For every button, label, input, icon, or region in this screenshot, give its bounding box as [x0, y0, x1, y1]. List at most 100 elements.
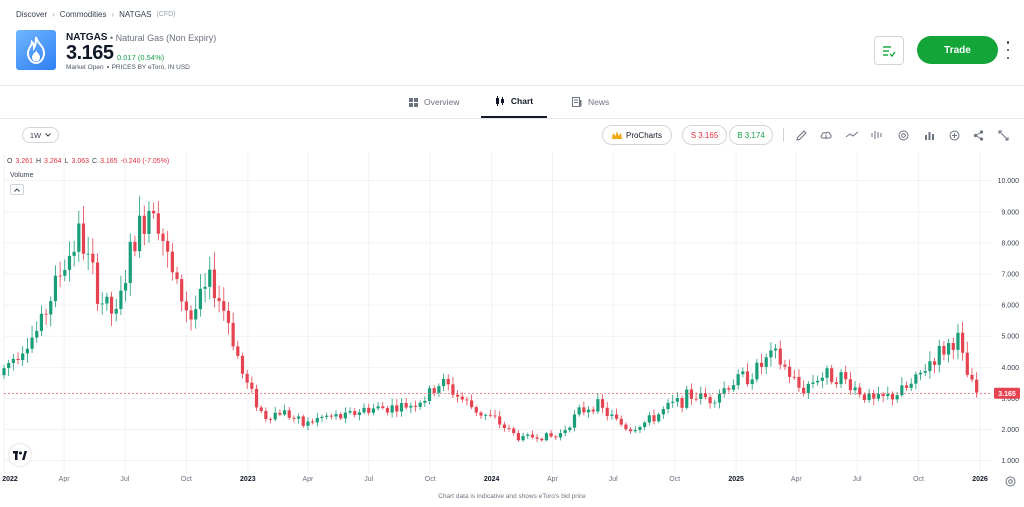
waveform-icon[interactable]	[871, 129, 883, 141]
candle-down	[133, 241, 137, 252]
tab-overview[interactable]: Overview	[409, 86, 459, 118]
news-icon	[572, 97, 582, 107]
trend-line-icon[interactable]	[846, 129, 858, 141]
candle-up	[138, 215, 142, 252]
candle-up	[390, 405, 394, 413]
candle-up	[699, 393, 703, 400]
candle-up	[203, 286, 207, 289]
candle-down	[802, 387, 806, 394]
breadcrumb: Discover › Commodities › NATGAS (CFD)	[16, 10, 176, 19]
candle-down	[479, 412, 483, 416]
gear-circle-icon[interactable]	[897, 129, 909, 141]
candle-down	[975, 379, 979, 393]
candle-down	[222, 301, 226, 311]
candle-down	[512, 428, 516, 434]
candle-down	[329, 415, 333, 417]
chart-settings-icon[interactable]	[1005, 474, 1016, 492]
tab-news[interactable]: News	[572, 86, 609, 118]
candle-down	[180, 279, 184, 302]
candle-up	[437, 386, 441, 393]
candle-down	[862, 394, 867, 401]
cloud-icon[interactable]	[820, 129, 832, 141]
candle-up	[334, 414, 338, 417]
price-chart[interactable]: 1.000 2.000 3.000 4.000 5.000 6.000 7.000 8.000…	[0, 152, 1024, 492]
candle-down	[455, 394, 460, 397]
share-icon[interactable]	[972, 129, 984, 141]
candle-up	[638, 427, 642, 431]
candle-up	[895, 395, 899, 400]
tradingview-logo[interactable]	[9, 444, 31, 466]
candle-up	[147, 210, 151, 234]
candle-down	[161, 233, 165, 242]
candle-down	[142, 215, 146, 234]
candle-up	[362, 407, 366, 413]
chevron-down-icon	[45, 133, 51, 137]
candle-up	[914, 374, 918, 384]
bar-chart-icon[interactable]	[923, 129, 935, 141]
interval-dropdown[interactable]: 1W	[22, 127, 59, 143]
buy-button[interactable]: B 3.174	[729, 125, 773, 145]
collapse-volume-button[interactable]	[10, 184, 24, 195]
candle-up	[544, 433, 549, 441]
candle-up	[348, 411, 352, 413]
plus-circle-icon[interactable]	[948, 129, 960, 141]
ohlc-open-label: O	[7, 158, 13, 165]
x-tick-label: Apr	[59, 476, 71, 483]
candle-up	[816, 380, 820, 383]
ohlc-close-label: C	[92, 158, 98, 165]
candle-down	[745, 371, 750, 385]
candle-up	[685, 389, 689, 408]
ohlc-change: -0.240 (-7.05%)	[120, 158, 170, 165]
candle-down	[432, 388, 436, 393]
candle-up	[315, 417, 319, 423]
candle-up	[320, 416, 324, 418]
candle-up	[937, 345, 941, 365]
candle-up	[399, 403, 404, 412]
candle-down	[254, 388, 259, 408]
more-options-icon[interactable]	[1003, 41, 1013, 59]
breadcrumb-discover[interactable]: Discover	[16, 10, 48, 19]
candle-down	[212, 269, 217, 299]
candle-down	[493, 415, 497, 417]
candle-down	[287, 410, 291, 418]
candle-up	[423, 400, 427, 403]
prochart-button[interactable]: ProCharts	[602, 125, 672, 145]
ohlc-high-label: H	[35, 158, 42, 165]
breadcrumb-commodities[interactable]: Commodities	[59, 10, 107, 19]
pencil-icon[interactable]	[795, 129, 807, 141]
candle-up	[853, 387, 857, 391]
x-tick-label: Oct	[181, 476, 192, 483]
candle-down	[16, 358, 20, 361]
candle-down	[516, 433, 520, 441]
candle-up	[297, 416, 301, 419]
candle-down	[830, 368, 834, 383]
y-tick-label: 2.000	[1001, 427, 1019, 434]
candle-down	[367, 407, 371, 413]
candle-down	[507, 427, 511, 429]
candle-down	[890, 393, 895, 400]
candle-up	[755, 362, 759, 380]
candle-up	[273, 412, 277, 420]
x-tick-label: Apr	[303, 476, 315, 483]
y-tick-label: 3.000	[1001, 396, 1019, 403]
candle-up	[572, 414, 577, 428]
candle-down	[451, 384, 455, 395]
candle-up	[119, 290, 123, 309]
candle-up	[123, 283, 128, 291]
candle-down	[240, 355, 245, 374]
tab-chart[interactable]: Chart	[481, 86, 547, 118]
market-status: Market Open PRICES BY eToro, IN USD	[66, 64, 190, 71]
candle-down	[591, 409, 595, 412]
candle-down	[184, 301, 188, 311]
candle-up	[357, 412, 361, 416]
watchlist-button[interactable]	[874, 36, 904, 65]
candle-up	[30, 337, 34, 349]
candle-down	[554, 436, 558, 438]
sell-button[interactable]: S 3.165	[682, 125, 727, 145]
trade-button[interactable]: Trade	[917, 36, 998, 64]
expand-icon[interactable]	[997, 129, 1009, 141]
candle-up	[610, 414, 614, 417]
candle-up	[86, 253, 90, 255]
candle-down	[474, 407, 478, 413]
instrument-full-name: Natural Gas (Non Expiry)	[115, 33, 217, 43]
